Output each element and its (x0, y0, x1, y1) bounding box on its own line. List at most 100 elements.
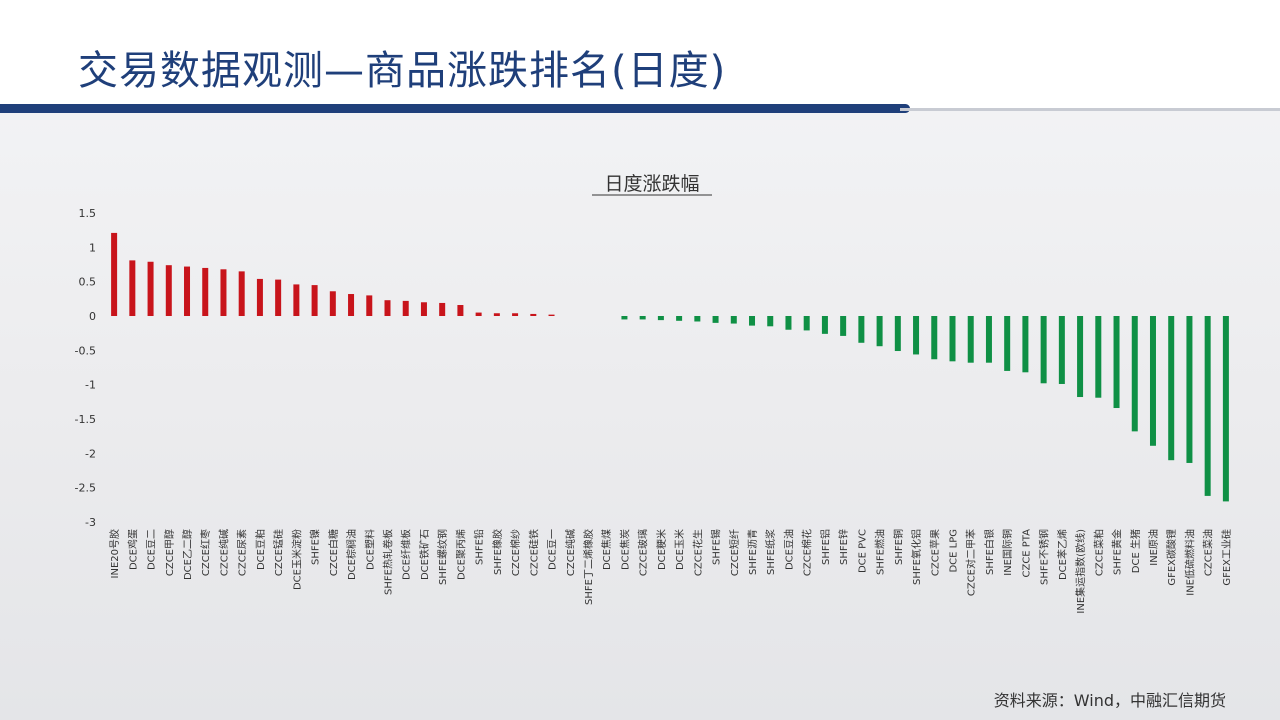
bar (1022, 316, 1029, 373)
y-axis: 1.5 1 0.5 0 -0.5 -1 -1.5 -2 -2.5 -3 (75, 207, 96, 529)
y-tick-label: 1.5 (79, 207, 97, 220)
y-tick-label: -1 (85, 379, 96, 392)
bar-series (111, 232, 1229, 502)
chart-title: 日度涨跌幅 (604, 173, 699, 195)
x-category-label: DCE苯乙烯 (1056, 529, 1069, 580)
bar (657, 316, 664, 321)
x-category-label: SHFE氧化铝 (910, 529, 923, 585)
bar (876, 316, 883, 347)
x-category-label: CZCE锰硅 (272, 529, 285, 576)
bar (1113, 316, 1120, 409)
x-category-label: DCE塑料 (363, 529, 376, 570)
x-category-label: DCE豆粕 (254, 529, 267, 570)
x-category-label: CZCE棉花 (801, 529, 814, 576)
y-tick-label: -0.5 (75, 344, 96, 357)
y-tick-label: 1 (89, 241, 96, 254)
x-category-label: DCE焦炭 (618, 529, 631, 570)
bar (803, 316, 810, 331)
x-category-label: CZCE玻璃 (637, 529, 650, 576)
x-category-label: SHFE橡胶 (491, 529, 504, 575)
x-category-label: SHFE铜 (893, 529, 905, 565)
x-category-label: SHFE黄金 (1111, 529, 1124, 575)
bar (913, 316, 920, 355)
x-category-label: SHFE铝 (820, 529, 832, 565)
x-category-label: INE原油 (1147, 529, 1160, 566)
x-category-label: CZCE棉纱 (509, 529, 522, 576)
bar (1222, 316, 1229, 502)
x-category-label: CZCE短纤 (728, 529, 741, 576)
x-category-label: DCE豆二 (146, 529, 158, 570)
bar (457, 305, 464, 316)
x-category-label: SHFE纸浆 (764, 529, 777, 575)
source-note: 资料来源：Wind，中融汇信期货 (993, 691, 1226, 710)
x-category-label: DCE PVC (857, 529, 868, 573)
x-category-label: DCE鸡蛋 (126, 529, 139, 570)
x-category-label: SHFE不锈钢 (1038, 529, 1051, 585)
x-category-label: CZCE对二甲苯 (965, 529, 978, 596)
x-category-label: DCE棕榈油 (345, 529, 358, 580)
bar (639, 316, 646, 320)
bar (949, 316, 956, 362)
bar (165, 265, 172, 316)
bar (402, 300, 409, 316)
x-category-label: CZCE花生 (691, 529, 704, 576)
y-tick-label: 0.5 (79, 276, 97, 289)
bar (1077, 316, 1084, 398)
x-category-label: DCE玉米淀粉 (290, 529, 303, 590)
bar (840, 316, 847, 336)
bar (767, 316, 774, 327)
y-tick-label: 0 (89, 310, 96, 323)
bar (147, 261, 154, 316)
bar (256, 278, 263, 316)
x-category-label: DCE LPG (949, 529, 960, 573)
bar (1204, 316, 1211, 496)
x-category-label: SHFE丁二烯橡胶 (582, 529, 595, 605)
x-category-label: SHFE锡 (710, 529, 723, 565)
x-category-label: SHFE铅 (473, 529, 486, 565)
y-tick-label: -2 (85, 447, 96, 460)
bar (220, 269, 227, 316)
bar (730, 316, 737, 324)
x-category-label: DCE 生猪 (1129, 529, 1142, 573)
bar (931, 316, 938, 360)
x-category-label: SHFE热轧卷板 (382, 529, 395, 595)
x-category-label: SHFE燃油 (874, 529, 887, 575)
bar (348, 294, 355, 316)
bar (1186, 316, 1193, 463)
bar (238, 271, 245, 316)
bar (1004, 316, 1011, 371)
bar (712, 316, 719, 323)
bar (821, 316, 828, 334)
x-category-label: SHFE锌 (837, 529, 850, 565)
bar (512, 313, 519, 316)
x-category-label: SHFE白银 (983, 529, 996, 575)
bar (475, 312, 482, 316)
x-category-label: SHFE螺纹钢 (436, 529, 449, 585)
x-category-label: GFEX工业硅 (1220, 529, 1233, 586)
bar (1131, 316, 1138, 432)
y-tick-label: -3 (85, 516, 96, 529)
bar (311, 285, 318, 316)
bar (293, 284, 300, 316)
header-area (0, 0, 1280, 110)
x-category-label: CZCE硅铁 (527, 529, 540, 576)
x-category-label: INE集运指数(欧线) (1074, 529, 1087, 614)
x-category-label: SHFE镍 (309, 529, 322, 565)
x-category-label: DCE乙二醇 (181, 529, 194, 580)
x-category-label: INE低硫燃料油 (1183, 529, 1196, 596)
bar (985, 316, 992, 363)
bar (858, 316, 865, 343)
x-category-label: INE20号胶 (108, 529, 121, 578)
bar (894, 316, 901, 352)
x-category-label: DCE焦煤 (600, 529, 613, 570)
bar (967, 316, 974, 363)
bar (493, 313, 500, 316)
bar (530, 313, 537, 316)
x-category-label: SHFE沥青 (746, 529, 759, 575)
x-category-label: GFEX碳酸锂 (1165, 529, 1178, 586)
bar (111, 232, 118, 316)
title-underline-thin (900, 108, 1280, 111)
x-axis-labels: INE20号胶 DCE鸡蛋 DCE豆二 CZCE甲醇 DCE乙二醇 CZCE红枣 CZCE纯… (108, 529, 1233, 614)
bar (1040, 316, 1047, 384)
bar (439, 302, 446, 316)
